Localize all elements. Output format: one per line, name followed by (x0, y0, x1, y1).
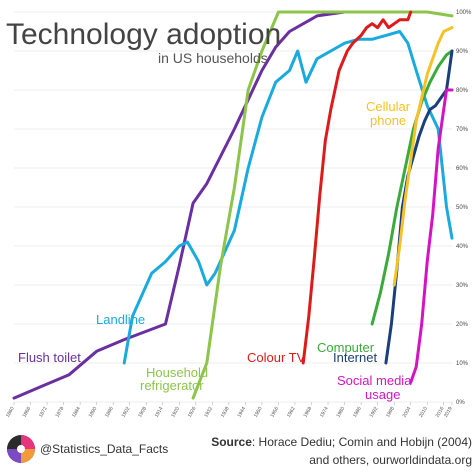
x-tick-label: 1938 (220, 406, 231, 419)
series-label-landline: Landline (96, 312, 145, 327)
y-tick-label: 80% (456, 88, 469, 94)
footer-source-text: : Horace Dediu; Comin and Hobijn (2004) (252, 435, 472, 449)
x-tick-label: 1992 (369, 406, 380, 419)
series-label-cellular: Cellular (366, 99, 411, 114)
x-axis-ticks: 1860 1866 1872 1878 1884 1890 1896 1902 1908 1914… (5, 402, 454, 419)
y-tick-label: 10% (456, 361, 469, 367)
y-tick-label: 40% (456, 244, 469, 250)
y-tick-label: 70% (456, 127, 469, 133)
series-line-household-refrigerator (191, 10, 454, 400)
series-lines (12, 10, 454, 400)
grid-lines (14, 11, 452, 403)
footer-source-label: Source (211, 435, 252, 449)
y-tick-label: 0% (456, 400, 465, 406)
series-line-computer (370, 49, 454, 326)
y-tick-label: 30% (456, 283, 469, 289)
chart-subtitle: in US households (158, 50, 268, 66)
x-tick-label: 1956 (269, 406, 280, 419)
x-tick-label: 1950 (253, 406, 264, 419)
x-tick-label: 1944 (236, 406, 247, 419)
series-label-computer: Computer (317, 340, 375, 355)
footer-handle: @Statistics_Data_Facts (40, 442, 168, 456)
series-line-landline (122, 30, 454, 365)
footer-source: Source: Horace Dediu; Comin and Hobijn (… (211, 435, 472, 449)
x-tick-label: 1884 (71, 406, 82, 419)
x-tick-label: 2019 (443, 406, 454, 419)
series-label-phone: phone (370, 113, 406, 128)
series-label-colour-tv: Colour TV (247, 350, 306, 365)
y-tick-label: 20% (456, 322, 469, 328)
y-tick-label: 90% (456, 49, 469, 55)
x-tick-label: 1968 (302, 406, 313, 419)
x-tick-label: 1920 (170, 406, 181, 419)
x-tick-label: 1998 (385, 406, 396, 419)
y-tick-label: 50% (456, 205, 469, 211)
series-label-usage: usage (365, 387, 400, 402)
x-tick-label: 1908 (137, 406, 148, 419)
x-tick-label: 1980 (336, 406, 347, 419)
x-tick-label: 1872 (38, 406, 49, 419)
x-tick-label: 1866 (22, 406, 33, 419)
series-label-social-media: Social media (337, 373, 412, 388)
x-tick-label: 2016 (435, 406, 446, 419)
x-tick-label: 2004 (402, 406, 413, 419)
series-label-internet: Internet (333, 350, 377, 365)
x-tick-label: 1890 (88, 406, 99, 419)
x-tick-label: 2010 (418, 406, 429, 419)
x-tick-label: 1932 (203, 406, 214, 419)
chart-title: Technology adoption (6, 18, 281, 51)
series-line-flush-toilet (12, 10, 347, 400)
x-tick-label: 1926 (187, 406, 198, 419)
series-label-household: Household (146, 365, 208, 380)
y-axis-ticks: 0% 10% 20% 30% 40% 50% 60% 70% 80% 90% 100% (456, 10, 472, 406)
series-line-colour-tv (301, 10, 413, 365)
series-line-social-media-usage (409, 88, 454, 384)
x-tick-label: 1962 (286, 406, 297, 419)
y-tick-label: 100% (456, 10, 472, 16)
x-tick-label: 1896 (104, 406, 115, 419)
x-tick-label: 1986 (352, 406, 363, 419)
x-tick-label: 1878 (55, 406, 66, 419)
footer-source-text-2: and others, ourworldindata.org (309, 453, 472, 467)
x-tick-label: 1902 (121, 406, 132, 419)
y-tick-label: 60% (456, 166, 469, 172)
series-label-refrigerator: refrigerator (140, 378, 204, 393)
x-tick-label: 1914 (154, 406, 165, 419)
series-label-flush-toilet: Flush toilet (18, 350, 81, 365)
footer-logo-icon (7, 435, 35, 463)
series-labels: Flush toilet Landline Householdrefrigerato… (18, 99, 412, 402)
x-tick-label: 1860 (5, 406, 16, 419)
series-line-cellular-phone (392, 26, 454, 287)
x-tick-label: 1974 (319, 406, 330, 419)
